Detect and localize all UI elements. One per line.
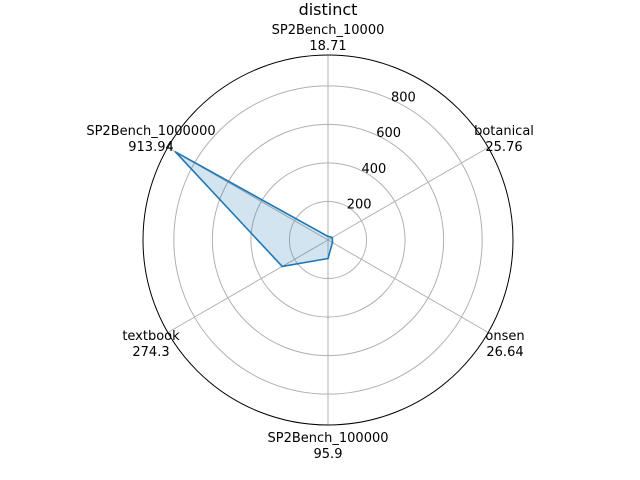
- category-label: SP2Bench_10000: [272, 23, 385, 38]
- value-label: 913.94: [128, 140, 174, 155]
- r-tick-label: 800: [391, 91, 416, 106]
- value-label: 95.9: [314, 447, 343, 462]
- data-point-4: [281, 265, 284, 268]
- value-label: 274.3: [132, 345, 169, 360]
- series-area: [174, 151, 334, 268]
- data-point-0: [327, 235, 329, 238]
- value-label: 25.76: [485, 140, 522, 155]
- data-point-1: [331, 236, 334, 239]
- r-tick-label: 600: [376, 126, 401, 141]
- chart-title: distinct: [299, 0, 358, 19]
- data-point-5: [174, 151, 177, 153]
- data-layer: [174, 151, 334, 268]
- category-label: SP2Bench_1000000: [86, 124, 215, 139]
- outer-frame: [142, 54, 514, 426]
- category-label: onsen: [485, 329, 524, 344]
- data-point-3: [327, 257, 329, 260]
- data-point-2: [331, 241, 334, 244]
- spoke-1: [327, 147, 489, 241]
- category-label: botanical: [474, 124, 534, 139]
- value-label: 18.71: [309, 39, 346, 54]
- category-label: textbook: [122, 329, 180, 344]
- r-tick-label: 200: [347, 197, 372, 212]
- spoke-4: [167, 239, 329, 333]
- value-label: 26.64: [486, 345, 523, 360]
- spoke-2: [327, 239, 489, 333]
- category-label: SP2Bench_100000: [267, 431, 388, 446]
- r-tick-label: 400: [361, 162, 386, 177]
